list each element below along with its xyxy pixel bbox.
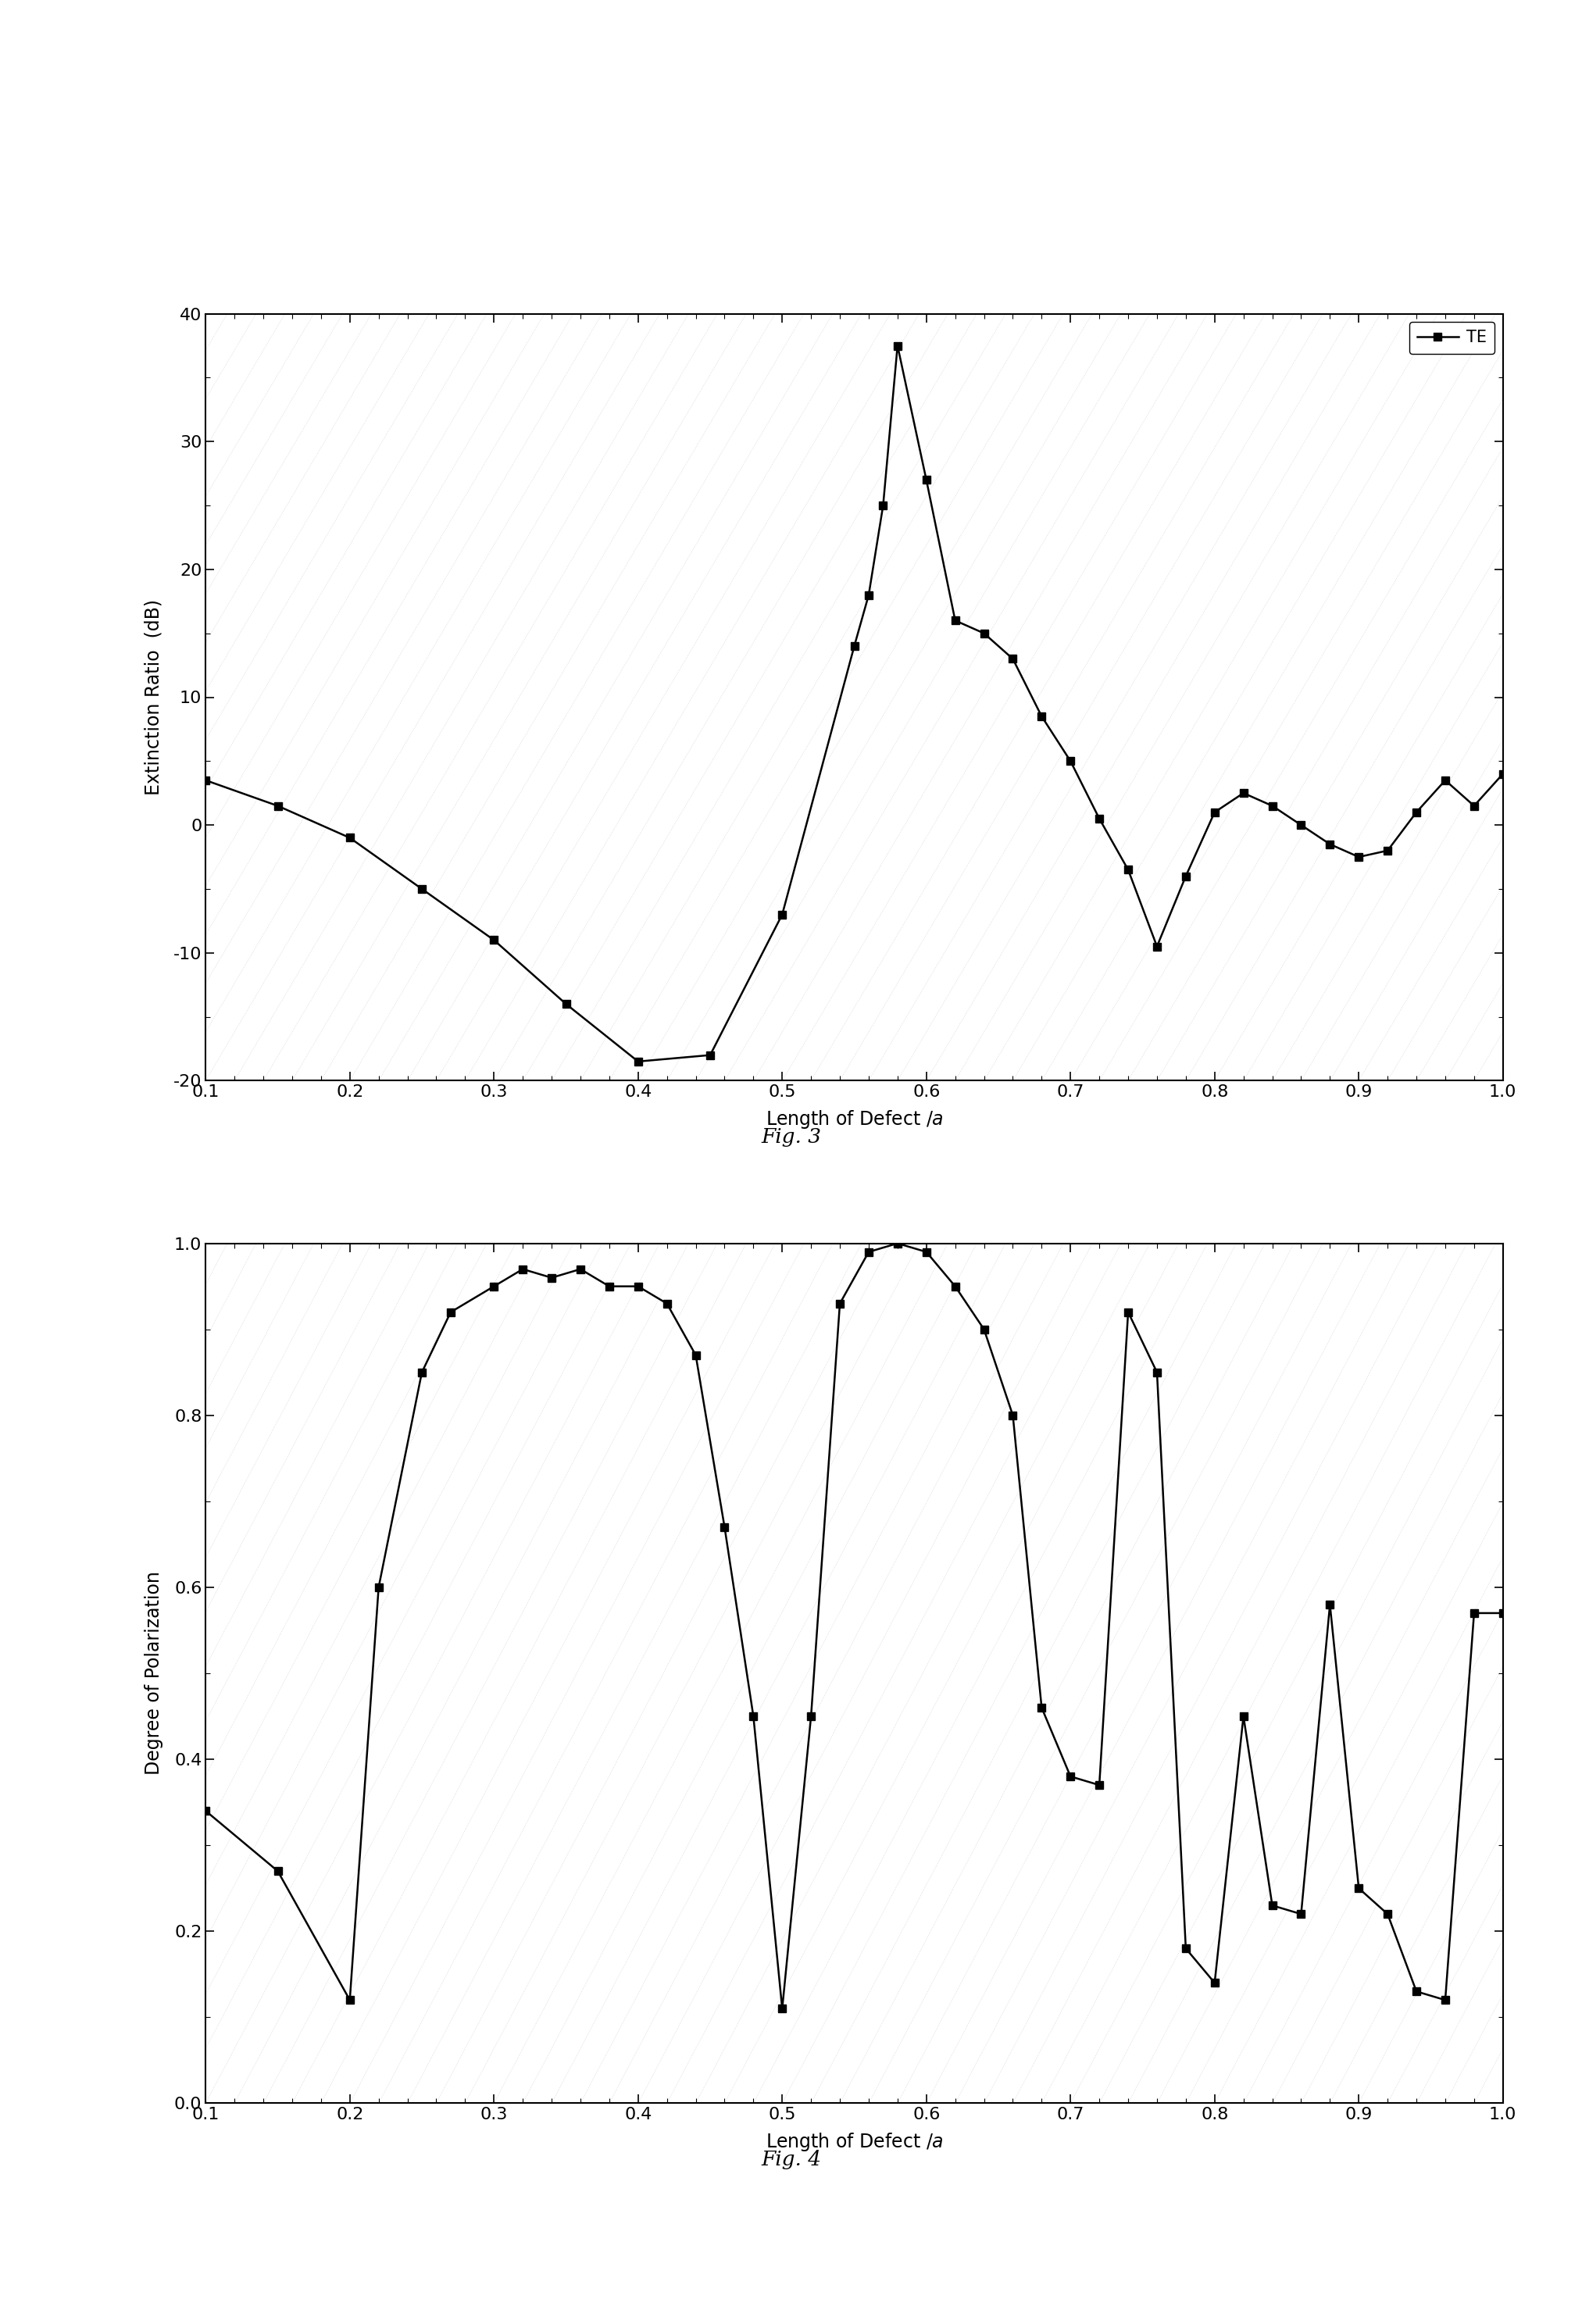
- Y-axis label: Degree of Polarization: Degree of Polarization: [144, 1571, 163, 1776]
- TE: [1118, 855, 1137, 883]
- TE: [1262, 792, 1281, 820]
- TE: [873, 493, 892, 521]
- TE: [484, 925, 503, 953]
- TE: [340, 823, 359, 851]
- TE: [772, 899, 791, 927]
- TE: [1234, 779, 1253, 806]
- TE: [1378, 837, 1397, 865]
- TE: [701, 1041, 720, 1069]
- TE: [196, 767, 215, 795]
- TE: [628, 1048, 647, 1076]
- TE: [888, 332, 906, 360]
- TE: [845, 632, 864, 660]
- Text: Fig. 4: Fig. 4: [761, 2150, 821, 2168]
- TE: [1205, 799, 1224, 827]
- TE: [1090, 804, 1109, 832]
- TE: [1493, 760, 1512, 788]
- TE: [975, 618, 993, 646]
- TE: [1349, 844, 1368, 872]
- TE: [1003, 644, 1022, 674]
- TE: [1291, 811, 1310, 839]
- TE: [1031, 702, 1050, 730]
- TE: [1177, 862, 1196, 890]
- TE: [413, 874, 432, 902]
- X-axis label: Length of Defect $\mathbf{\mathit{/a}}$: Length of Defect $\mathbf{\mathit{/a}}$: [766, 2131, 943, 2154]
- X-axis label: Length of Defect $\mathbf{\mathit{/a}}$: Length of Defect $\mathbf{\mathit{/a}}$: [766, 1109, 943, 1132]
- Text: Fig. 3: Fig. 3: [761, 1127, 821, 1146]
- Y-axis label: Extinction Ratio  (dB): Extinction Ratio (dB): [144, 600, 163, 795]
- TE: [557, 990, 576, 1018]
- TE: [1321, 830, 1340, 858]
- TE: [1465, 792, 1484, 820]
- TE: [946, 607, 965, 634]
- TE: [1436, 767, 1455, 795]
- TE: [859, 581, 878, 609]
- TE: [1062, 748, 1081, 776]
- TE: [269, 792, 288, 820]
- TE: [1406, 799, 1425, 827]
- TE: [918, 465, 937, 495]
- TE: [1147, 932, 1166, 960]
- Line: TE: TE: [202, 342, 1506, 1064]
- Legend: TE: TE: [1410, 323, 1495, 353]
